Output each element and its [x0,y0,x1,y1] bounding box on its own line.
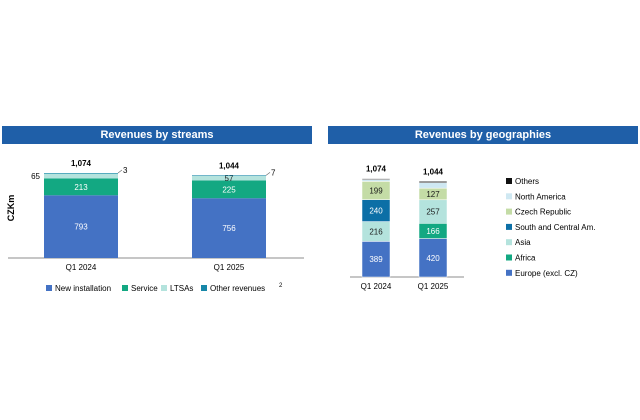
geographies-panel-header: Revenues by geographies [328,126,638,144]
leader-line [117,169,123,174]
legend-footnote-marker: 2 [279,283,283,289]
bar-segment-other-revenues-q1-2025 [192,175,266,176]
legend-swatch-north-america [506,193,512,200]
data-label: 420 [426,254,440,263]
streams-chart: CZKm 793 213 65 3 1,074 Q1 2024 756 225 57 7 1,044 Q… [6,159,304,293]
geographies-chart: 389 216 240 199 1,074 Q1 2024 420 166 257 127 1,04… [350,165,596,291]
data-label: 57 [225,174,234,183]
bar-segment-europe-excl-cz-q1-2024 [361,241,391,278]
x-tick-label: Q1 2025 [418,282,449,291]
data-label: 225 [222,185,236,194]
bar-segment-new-installation-q1-2025 [192,198,266,258]
legend-label-europe-excl-cz: Europe (excl. CZ) [515,269,578,278]
bar-segment-ltsas-q1-2024 [44,173,118,179]
bar-segment-service-q1-2025 [192,180,266,199]
bar-segment-north-america-q1-2024 [361,179,391,182]
legend-swatch-south-and-central-am [506,223,512,230]
legend-label-north-america: North America [515,192,566,201]
legend-swatch-asia [506,239,512,246]
bar-segment-europe-excl-cz-q1-2025 [418,238,448,278]
y-axis-label: CZKm [6,195,16,222]
data-label: 3 [123,166,128,175]
data-label: 793 [74,223,88,232]
x-tick-label: Q1 2024 [66,263,97,272]
total-label: 1,074 [71,159,92,168]
legend-label-other-revenues: Other revenues [210,284,265,293]
legend-swatch-others [506,178,512,184]
data-label: 127 [426,190,440,199]
legend-swatch-ltsas [161,285,167,291]
legend-label-others: Others [515,177,539,186]
data-label: 199 [369,186,383,195]
data-label: 240 [369,207,383,216]
legend-label-south-and-central-am: South and Central Am. [515,223,596,232]
legend-swatch-africa [506,254,512,261]
legend-label-africa: Africa [515,254,536,263]
streams-panel-header: Revenues by streams [2,126,312,144]
bar-segment-north-america-q1-2025 [418,182,448,189]
bar-segment-new-installation-q1-2024 [44,195,118,258]
legend-label-asia: Asia [515,238,531,247]
legend-swatch-czech-republic [506,208,512,215]
data-label: 7 [271,168,276,177]
data-label: 65 [31,172,40,181]
data-label: 166 [426,227,440,236]
legend-label-service: Service [131,284,158,293]
legend-swatch-other-revenues [201,285,207,291]
x-tick-label: Q1 2024 [361,282,392,291]
legend-label-czech-republic: Czech Republic [515,208,571,217]
legend-label-new-installation: New installation [55,284,111,293]
legend-swatch-new-installation [46,285,52,291]
bar-segment-other-revenues-q1-2024 [44,173,118,174]
legend-label-ltsas: LTSAs [170,284,193,293]
data-label: 389 [369,255,383,264]
bar-segment-ltsas-q1-2025 [192,175,266,181]
bar-segment-others-q1-2025 [418,181,448,183]
bar-segment-others-q1-2024 [361,178,391,180]
x-tick-label: Q1 2025 [214,263,245,272]
data-label: 213 [74,183,88,192]
total-label: 1,044 [423,167,444,176]
data-label: 756 [222,224,236,233]
leader-line [265,172,271,176]
data-label: 257 [426,208,440,217]
data-label: 216 [369,227,383,236]
legend-swatch-service [122,285,128,291]
legend-swatch-europe-excl-cz [506,269,512,276]
total-label: 1,044 [219,161,240,170]
total-label: 1,074 [366,165,387,174]
bar-segment-service-q1-2024 [44,178,118,196]
